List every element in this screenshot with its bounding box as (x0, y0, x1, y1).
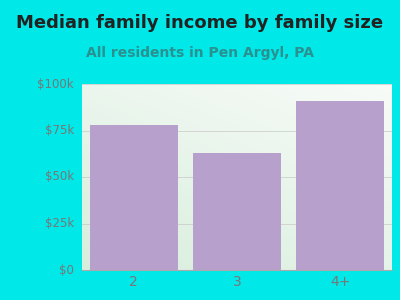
Bar (296, 101, 384, 270)
Text: Median family income by family size: Median family income by family size (16, 14, 384, 32)
Text: $25k: $25k (45, 217, 74, 230)
Text: $100k: $100k (37, 77, 74, 91)
Text: $0: $0 (59, 263, 74, 277)
Text: $50k: $50k (45, 170, 74, 184)
Bar (193, 153, 281, 270)
Text: $75k: $75k (45, 124, 74, 137)
Bar (90, 125, 178, 270)
Text: All residents in Pen Argyl, PA: All residents in Pen Argyl, PA (86, 46, 314, 61)
